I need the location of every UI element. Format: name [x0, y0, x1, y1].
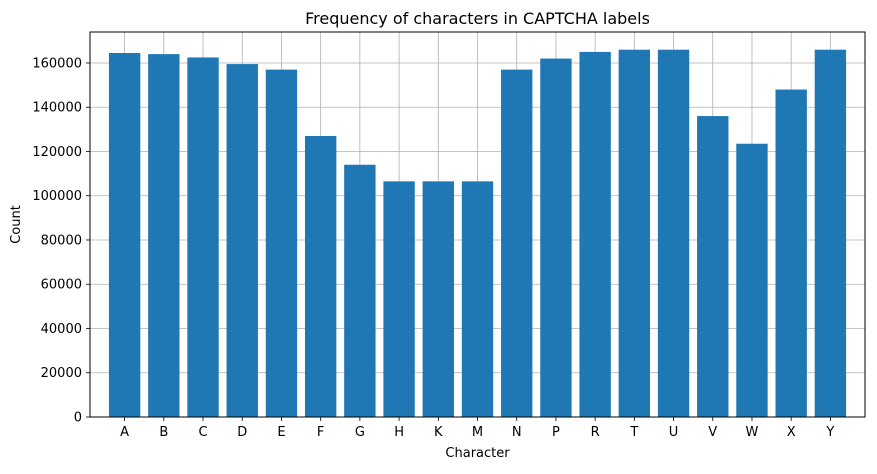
x-tick-label: F — [317, 425, 324, 440]
x-tick-label: V — [708, 425, 717, 440]
y-tick-label: 40000 — [41, 322, 82, 337]
x-tick-label: G — [355, 425, 365, 440]
y-tick-label: 0 — [74, 411, 82, 426]
bar-A — [108, 53, 141, 418]
x-tick-label: P — [552, 425, 560, 440]
y-tick-label: 100000 — [32, 189, 82, 204]
bar-F — [304, 135, 337, 417]
bar-H — [383, 181, 415, 417]
y-tick-label: 80000 — [41, 233, 82, 248]
y-axis: 0 20000 40000 60000 80000 100000 120000 140000 1… — [32, 56, 90, 426]
bar-M — [461, 181, 494, 417]
bar-P — [540, 58, 572, 417]
x-tick-label: K — [434, 425, 443, 440]
x-tick-label: M — [472, 425, 483, 440]
x-axis-label: Character — [445, 446, 510, 461]
y-tick-label: 140000 — [32, 101, 82, 116]
x-tick-label: A — [120, 425, 129, 440]
bar-V — [697, 116, 729, 418]
y-axis-label: Count — [9, 205, 24, 244]
bar-K — [422, 181, 454, 417]
y-tick-label: 160000 — [32, 56, 82, 71]
x-tick-label: T — [629, 425, 638, 440]
x-tick-label: B — [159, 425, 168, 440]
bar-R — [579, 51, 611, 418]
x-tick-label: C — [198, 425, 207, 440]
bar-C — [187, 57, 219, 417]
chart-title: Frequency of characters in CAPTCHA label… — [305, 9, 650, 28]
x-tick-label: U — [669, 425, 679, 440]
x-tick-label: H — [394, 425, 404, 440]
y-tick-label: 60000 — [41, 278, 82, 293]
x-tick-label: Y — [825, 425, 834, 440]
bar-Y — [814, 49, 847, 418]
y-tick-label: 120000 — [32, 145, 82, 160]
y-tick-label: 20000 — [41, 366, 82, 381]
x-tick-label: W — [746, 425, 759, 440]
x-tick-label: X — [787, 425, 796, 440]
bar-T — [618, 49, 651, 418]
x-tick-label: R — [591, 425, 600, 440]
bar-U — [657, 49, 690, 418]
bar-X — [775, 89, 807, 417]
x-tick-label: N — [512, 425, 522, 440]
bar-N — [501, 69, 533, 418]
bar-W — [736, 143, 768, 417]
x-tick-label: D — [237, 425, 247, 440]
bar-B — [148, 54, 180, 418]
bars — [108, 49, 847, 418]
x-tick-label: E — [277, 425, 285, 440]
bar-G — [344, 164, 376, 417]
bar-D — [226, 64, 258, 417]
bar-E — [265, 69, 298, 418]
